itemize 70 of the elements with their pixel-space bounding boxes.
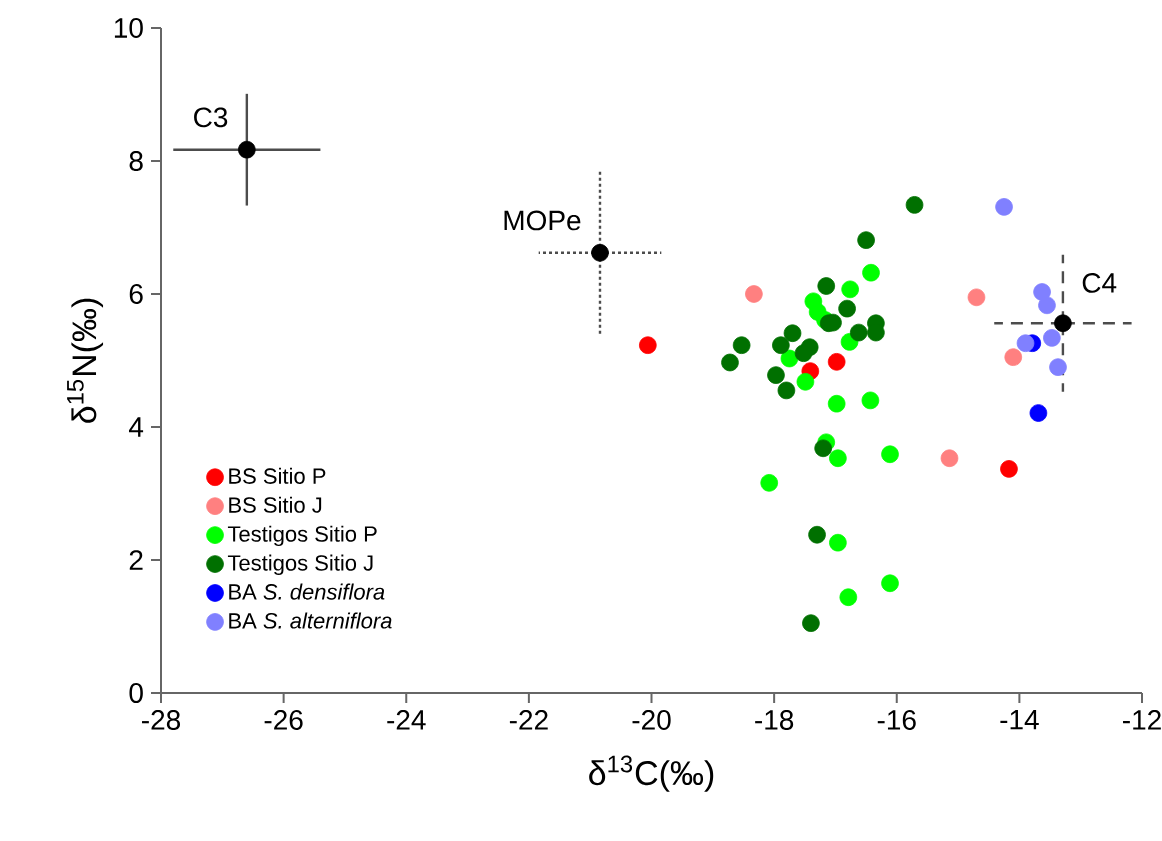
point bbox=[905, 196, 924, 214]
y-tick-label: 6 bbox=[129, 284, 143, 304]
x-tick-label: -16 bbox=[877, 710, 916, 730]
point bbox=[1033, 283, 1051, 301]
point bbox=[591, 243, 609, 262]
point bbox=[721, 353, 739, 372]
point bbox=[1049, 358, 1067, 376]
point bbox=[829, 449, 847, 468]
point bbox=[1043, 329, 1061, 347]
x-tick-label: -28 bbox=[142, 710, 181, 730]
point bbox=[995, 198, 1013, 216]
point bbox=[814, 439, 832, 458]
x-tick-label: -14 bbox=[1000, 710, 1039, 730]
point bbox=[794, 344, 813, 362]
x-tick-label: -18 bbox=[755, 710, 794, 730]
point bbox=[817, 277, 836, 295]
annotation: MOPe bbox=[504, 210, 581, 231]
point bbox=[802, 614, 820, 632]
point bbox=[839, 588, 858, 607]
point bbox=[1016, 334, 1035, 353]
point bbox=[881, 445, 899, 464]
point bbox=[796, 372, 815, 391]
x-tick-label: -20 bbox=[632, 710, 671, 730]
x-tick-label: -12 bbox=[1123, 710, 1161, 730]
point bbox=[827, 394, 846, 413]
point bbox=[827, 353, 846, 371]
point bbox=[1038, 296, 1056, 315]
point bbox=[760, 474, 779, 492]
point bbox=[1029, 404, 1048, 422]
point bbox=[745, 285, 763, 303]
point bbox=[639, 336, 657, 354]
x-axis-title: δ$^{13}$C(‰) bbox=[589, 755, 714, 792]
legend-label: BA S. densiflora bbox=[229, 583, 385, 600]
point bbox=[780, 349, 799, 368]
legend-label: BA S. alterniflora bbox=[229, 612, 392, 629]
legend-label: Testigos Sitio J bbox=[227, 554, 373, 576]
point bbox=[777, 381, 796, 400]
annotation: C4 bbox=[1082, 273, 1117, 293]
y-tick-label: 2 bbox=[129, 550, 143, 570]
x-tick-label: -22 bbox=[509, 710, 548, 730]
point bbox=[967, 288, 986, 307]
point bbox=[857, 231, 875, 249]
x-tick-label: -24 bbox=[387, 710, 426, 730]
point bbox=[1054, 314, 1072, 333]
point bbox=[1004, 348, 1023, 366]
y-tick-label: 0 bbox=[129, 683, 143, 703]
y-tick-label: 4 bbox=[128, 417, 144, 437]
point bbox=[783, 324, 802, 343]
y-tick-label: 8 bbox=[129, 151, 143, 171]
point bbox=[940, 449, 959, 468]
annotation: C3 bbox=[194, 107, 228, 128]
legend-label: BS Sitio P bbox=[229, 467, 326, 484]
point bbox=[238, 140, 256, 159]
point bbox=[861, 391, 880, 410]
point bbox=[772, 336, 790, 354]
point bbox=[732, 336, 751, 354]
legend-label: Testigos Sitio P bbox=[227, 525, 377, 547]
point bbox=[829, 533, 847, 552]
point bbox=[838, 299, 856, 318]
point bbox=[808, 525, 826, 544]
point bbox=[862, 263, 880, 282]
point bbox=[849, 323, 868, 342]
point bbox=[841, 280, 859, 299]
legend-label: BS Sitio J bbox=[229, 496, 322, 513]
x-tick-label: -26 bbox=[264, 710, 303, 730]
y-tick-label: 10 bbox=[114, 18, 143, 38]
point bbox=[881, 574, 899, 593]
y-axis-title: δ$^{15}$N(‰) bbox=[67, 298, 104, 423]
point bbox=[767, 366, 785, 384]
point bbox=[1000, 460, 1018, 478]
